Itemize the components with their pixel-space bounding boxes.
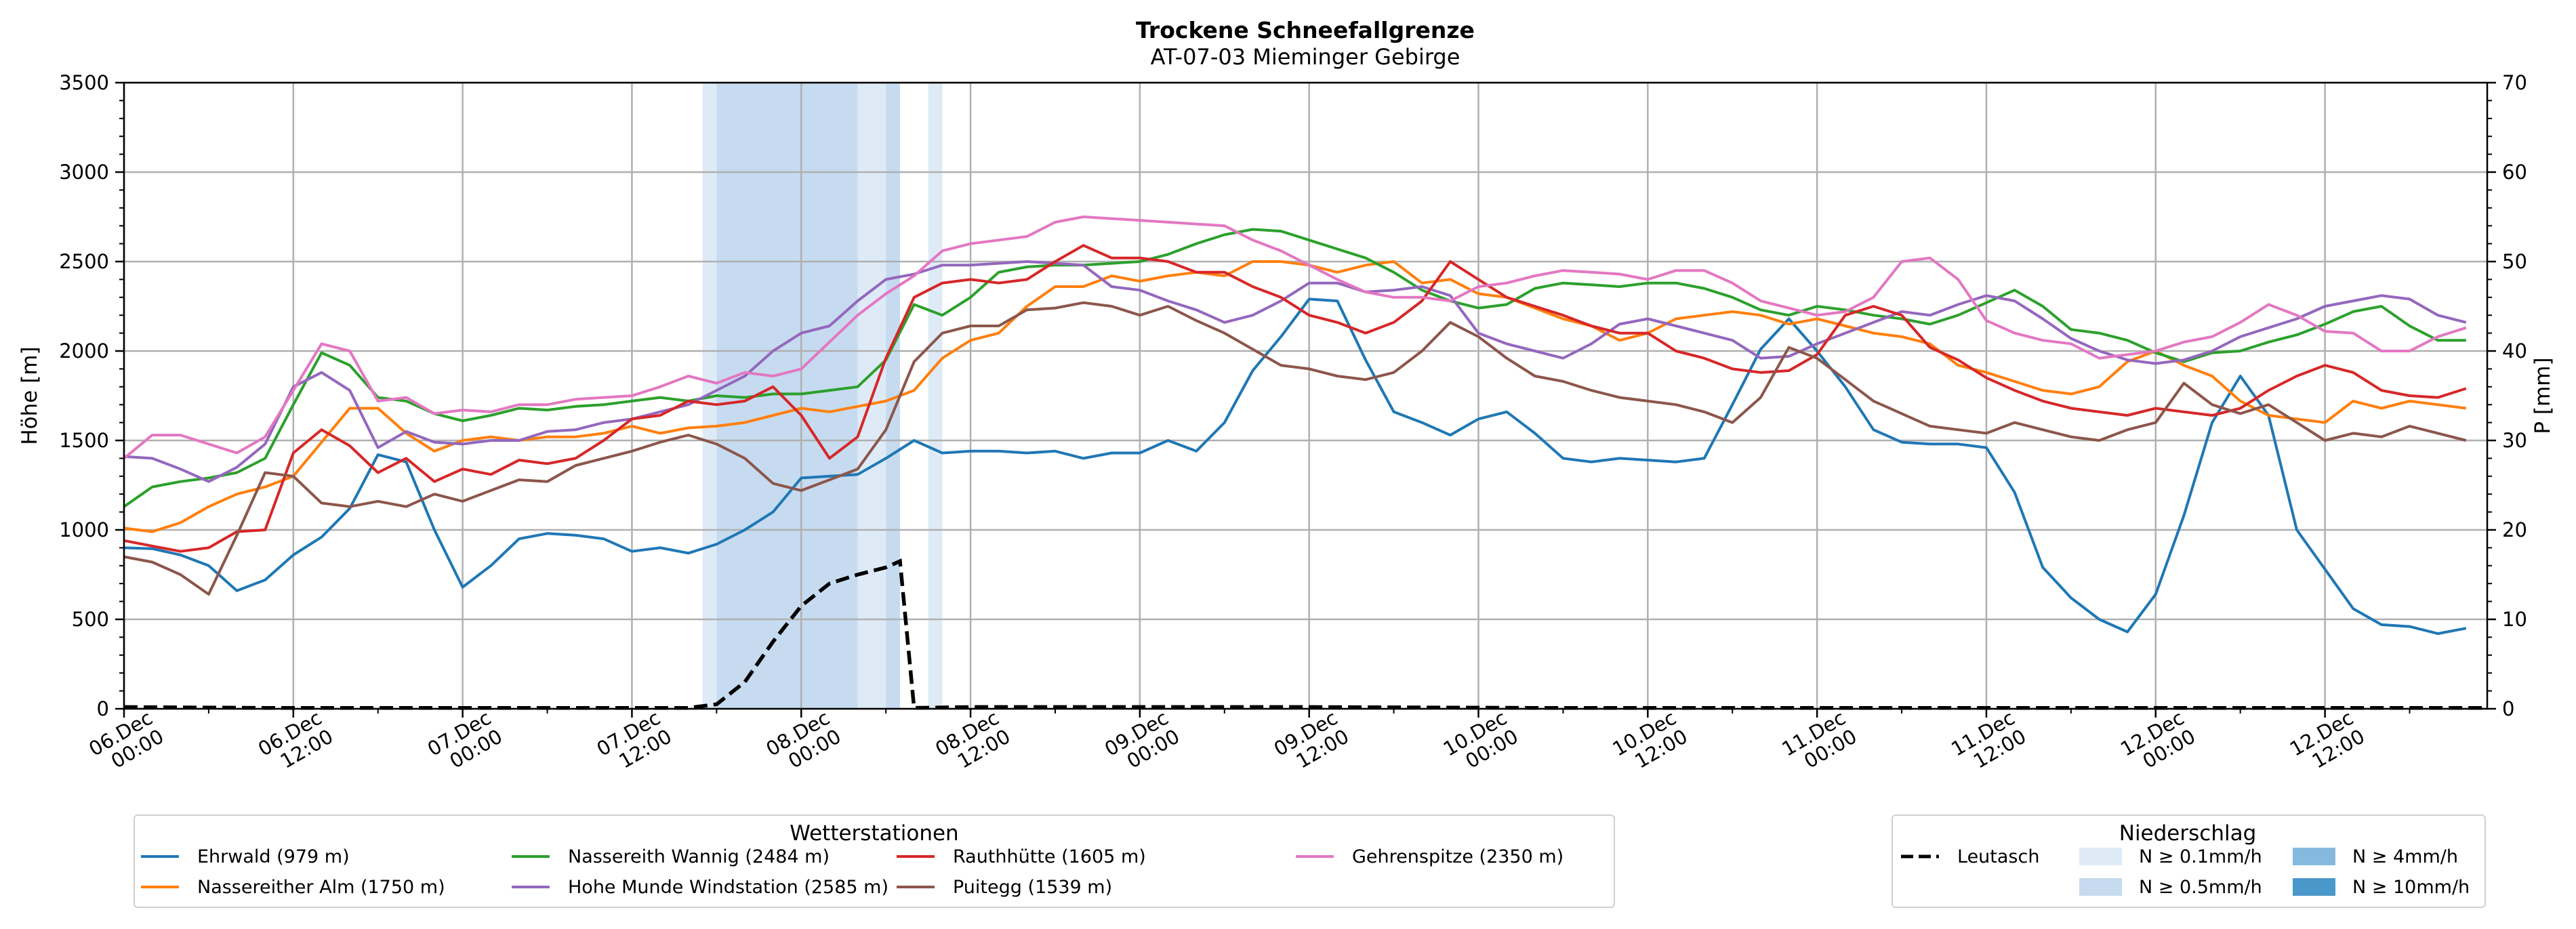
legend-stations: Wetterstationen Ehrwald (979 m) Nassereit… xyxy=(134,814,1615,908)
legend-swatch xyxy=(2079,848,2122,865)
y-tick-label: 1500 xyxy=(59,429,109,452)
y-right-tick-label: 0 xyxy=(2502,697,2514,720)
legend-item-station: Ehrwald (979 m) xyxy=(141,846,350,867)
series-line-5 xyxy=(123,301,2467,596)
series-line-1 xyxy=(123,260,2467,533)
legend-precip-frame xyxy=(1892,814,2486,908)
y-tick-label: 500 xyxy=(72,608,109,631)
y-right-tick-label: 60 xyxy=(2502,161,2527,184)
plot-frame xyxy=(123,81,2489,710)
legend-item-precip: Leutasch xyxy=(1901,846,2039,867)
y-axis-left: 0 500 1000 1500 2000 2500 3000 3500 xyxy=(59,71,124,720)
precip-bands xyxy=(702,83,943,709)
legend-label: Puitegg (1539 m) xyxy=(953,877,1112,898)
grid xyxy=(123,81,2487,710)
series-line-6 xyxy=(123,215,2467,459)
series-line-4 xyxy=(123,244,2467,553)
legend-precipitation: Niederschlag Leutasch N ≥ 0.1mm/h N ≥ 0.5m… xyxy=(1892,814,2486,908)
y-right-tick-label: 10 xyxy=(2502,608,2527,631)
legend-item-station: Hohe Munde Windstation (2585 m) xyxy=(512,877,888,898)
legend-stations-frame xyxy=(134,814,1615,908)
legend-item-station: Nassereith Wannig (2484 m) xyxy=(512,846,830,867)
legend-item-station: Gehrenspitze (2350 m) xyxy=(1296,846,1563,867)
y-right-tick-label: 50 xyxy=(2502,250,2527,273)
legend-item-precip: N ≥ 4mm/h xyxy=(2293,846,2458,867)
legend-item-station: Nassereither Alm (1750 m) xyxy=(141,877,445,898)
y-axis-label: Höhe [m] xyxy=(18,346,42,445)
y-tick-label: 3500 xyxy=(59,71,109,94)
legend-precip-title: Niederschlag xyxy=(2119,821,2257,846)
y-tick-label: 3000 xyxy=(59,161,109,184)
legend-label: Gehrenspitze (2350 m) xyxy=(1352,846,1563,867)
legend-label: N ≥ 0.5mm/h xyxy=(2139,877,2262,898)
legend-label: N ≥ 10mm/h xyxy=(2352,877,2470,898)
legend-item-precip: N ≥ 0.5mm/h xyxy=(2079,877,2262,898)
legend-label: Nassereither Alm (1750 m) xyxy=(197,877,445,898)
y-right-tick-label: 70 xyxy=(2502,71,2527,94)
precip-band-1 xyxy=(716,83,858,709)
y-tick-label: 0 xyxy=(97,697,109,720)
series-line-3 xyxy=(123,260,2467,483)
series-line-2 xyxy=(123,228,2466,508)
legend-stations-title: Wetterstationen xyxy=(790,821,958,846)
legend-label: Hohe Munde Windstation (2585 m) xyxy=(568,877,888,898)
chart-title: Trockene Schneefallgrenze xyxy=(1136,17,1475,43)
legend-swatch xyxy=(2293,878,2335,896)
legend-item-station: Rauthhütte (1605 m) xyxy=(897,846,1146,867)
y-axis-right: 0 10 20 30 40 50 60 70 xyxy=(2487,71,2527,720)
y-right-tick-label: 40 xyxy=(2502,339,2527,363)
chart-subtitle: AT-07-03 Mieminger Gebirge xyxy=(1151,44,1460,70)
y-right-tick-label: 30 xyxy=(2502,429,2527,452)
precip-band-4 xyxy=(928,83,943,709)
y-right-tick-label: 20 xyxy=(2502,518,2527,541)
leutasch-precip-line xyxy=(123,558,2487,710)
legend-item-precip: N ≥ 10mm/h xyxy=(2293,877,2470,898)
legend-label: Nassereith Wannig (2484 m) xyxy=(568,846,830,867)
legend-label: N ≥ 4mm/h xyxy=(2352,846,2458,867)
legend-item-precip: N ≥ 0.1mm/h xyxy=(2079,846,2262,867)
legend-label: Ehrwald (979 m) xyxy=(197,846,350,867)
series-lines xyxy=(123,215,2467,636)
legend-item-station: Puitegg (1539 m) xyxy=(897,877,1112,898)
precip-band-3 xyxy=(886,83,900,709)
series-line-0 xyxy=(123,297,2467,636)
y-tick-label: 2000 xyxy=(59,339,109,363)
legend-label: Leutasch xyxy=(1957,846,2039,867)
legend-label: Rauthhütte (1605 m) xyxy=(953,846,1146,867)
legend-label: N ≥ 0.1mm/h xyxy=(2139,846,2262,867)
precip-line xyxy=(123,558,2487,710)
y-axis-right-label: P [mm] xyxy=(2531,357,2555,434)
y-tick-label: 2500 xyxy=(59,250,109,273)
y-tick-label: 1000 xyxy=(59,518,109,541)
legend-swatch xyxy=(2079,878,2122,896)
legend-swatch xyxy=(2293,848,2335,865)
